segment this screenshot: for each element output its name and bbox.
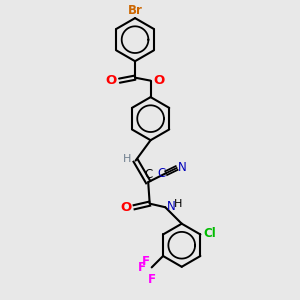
Text: N: N bbox=[178, 160, 187, 174]
Text: C: C bbox=[157, 167, 166, 180]
Text: F: F bbox=[138, 262, 146, 275]
Text: Cl: Cl bbox=[203, 227, 216, 240]
Text: C: C bbox=[144, 168, 153, 181]
Text: F: F bbox=[142, 255, 150, 268]
Text: O: O bbox=[121, 201, 132, 214]
Text: F: F bbox=[148, 273, 156, 286]
Text: N: N bbox=[167, 200, 176, 213]
Text: H: H bbox=[174, 199, 183, 208]
Text: Br: Br bbox=[128, 4, 142, 16]
Text: H: H bbox=[123, 154, 131, 164]
Text: O: O bbox=[153, 74, 164, 87]
Text: O: O bbox=[106, 74, 117, 87]
